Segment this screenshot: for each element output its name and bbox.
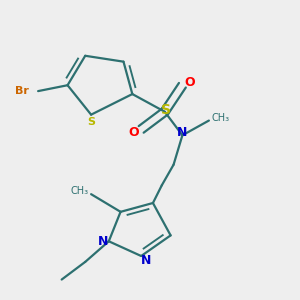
Text: CH₃: CH₃ — [70, 186, 88, 196]
Text: S: S — [87, 117, 95, 127]
Text: Br: Br — [15, 86, 29, 96]
Text: N: N — [98, 235, 108, 248]
Text: O: O — [184, 76, 195, 89]
Text: O: O — [128, 126, 139, 139]
Text: S: S — [161, 103, 171, 117]
Text: N: N — [177, 126, 188, 139]
Text: CH₃: CH₃ — [212, 112, 230, 123]
Text: N: N — [140, 254, 151, 267]
